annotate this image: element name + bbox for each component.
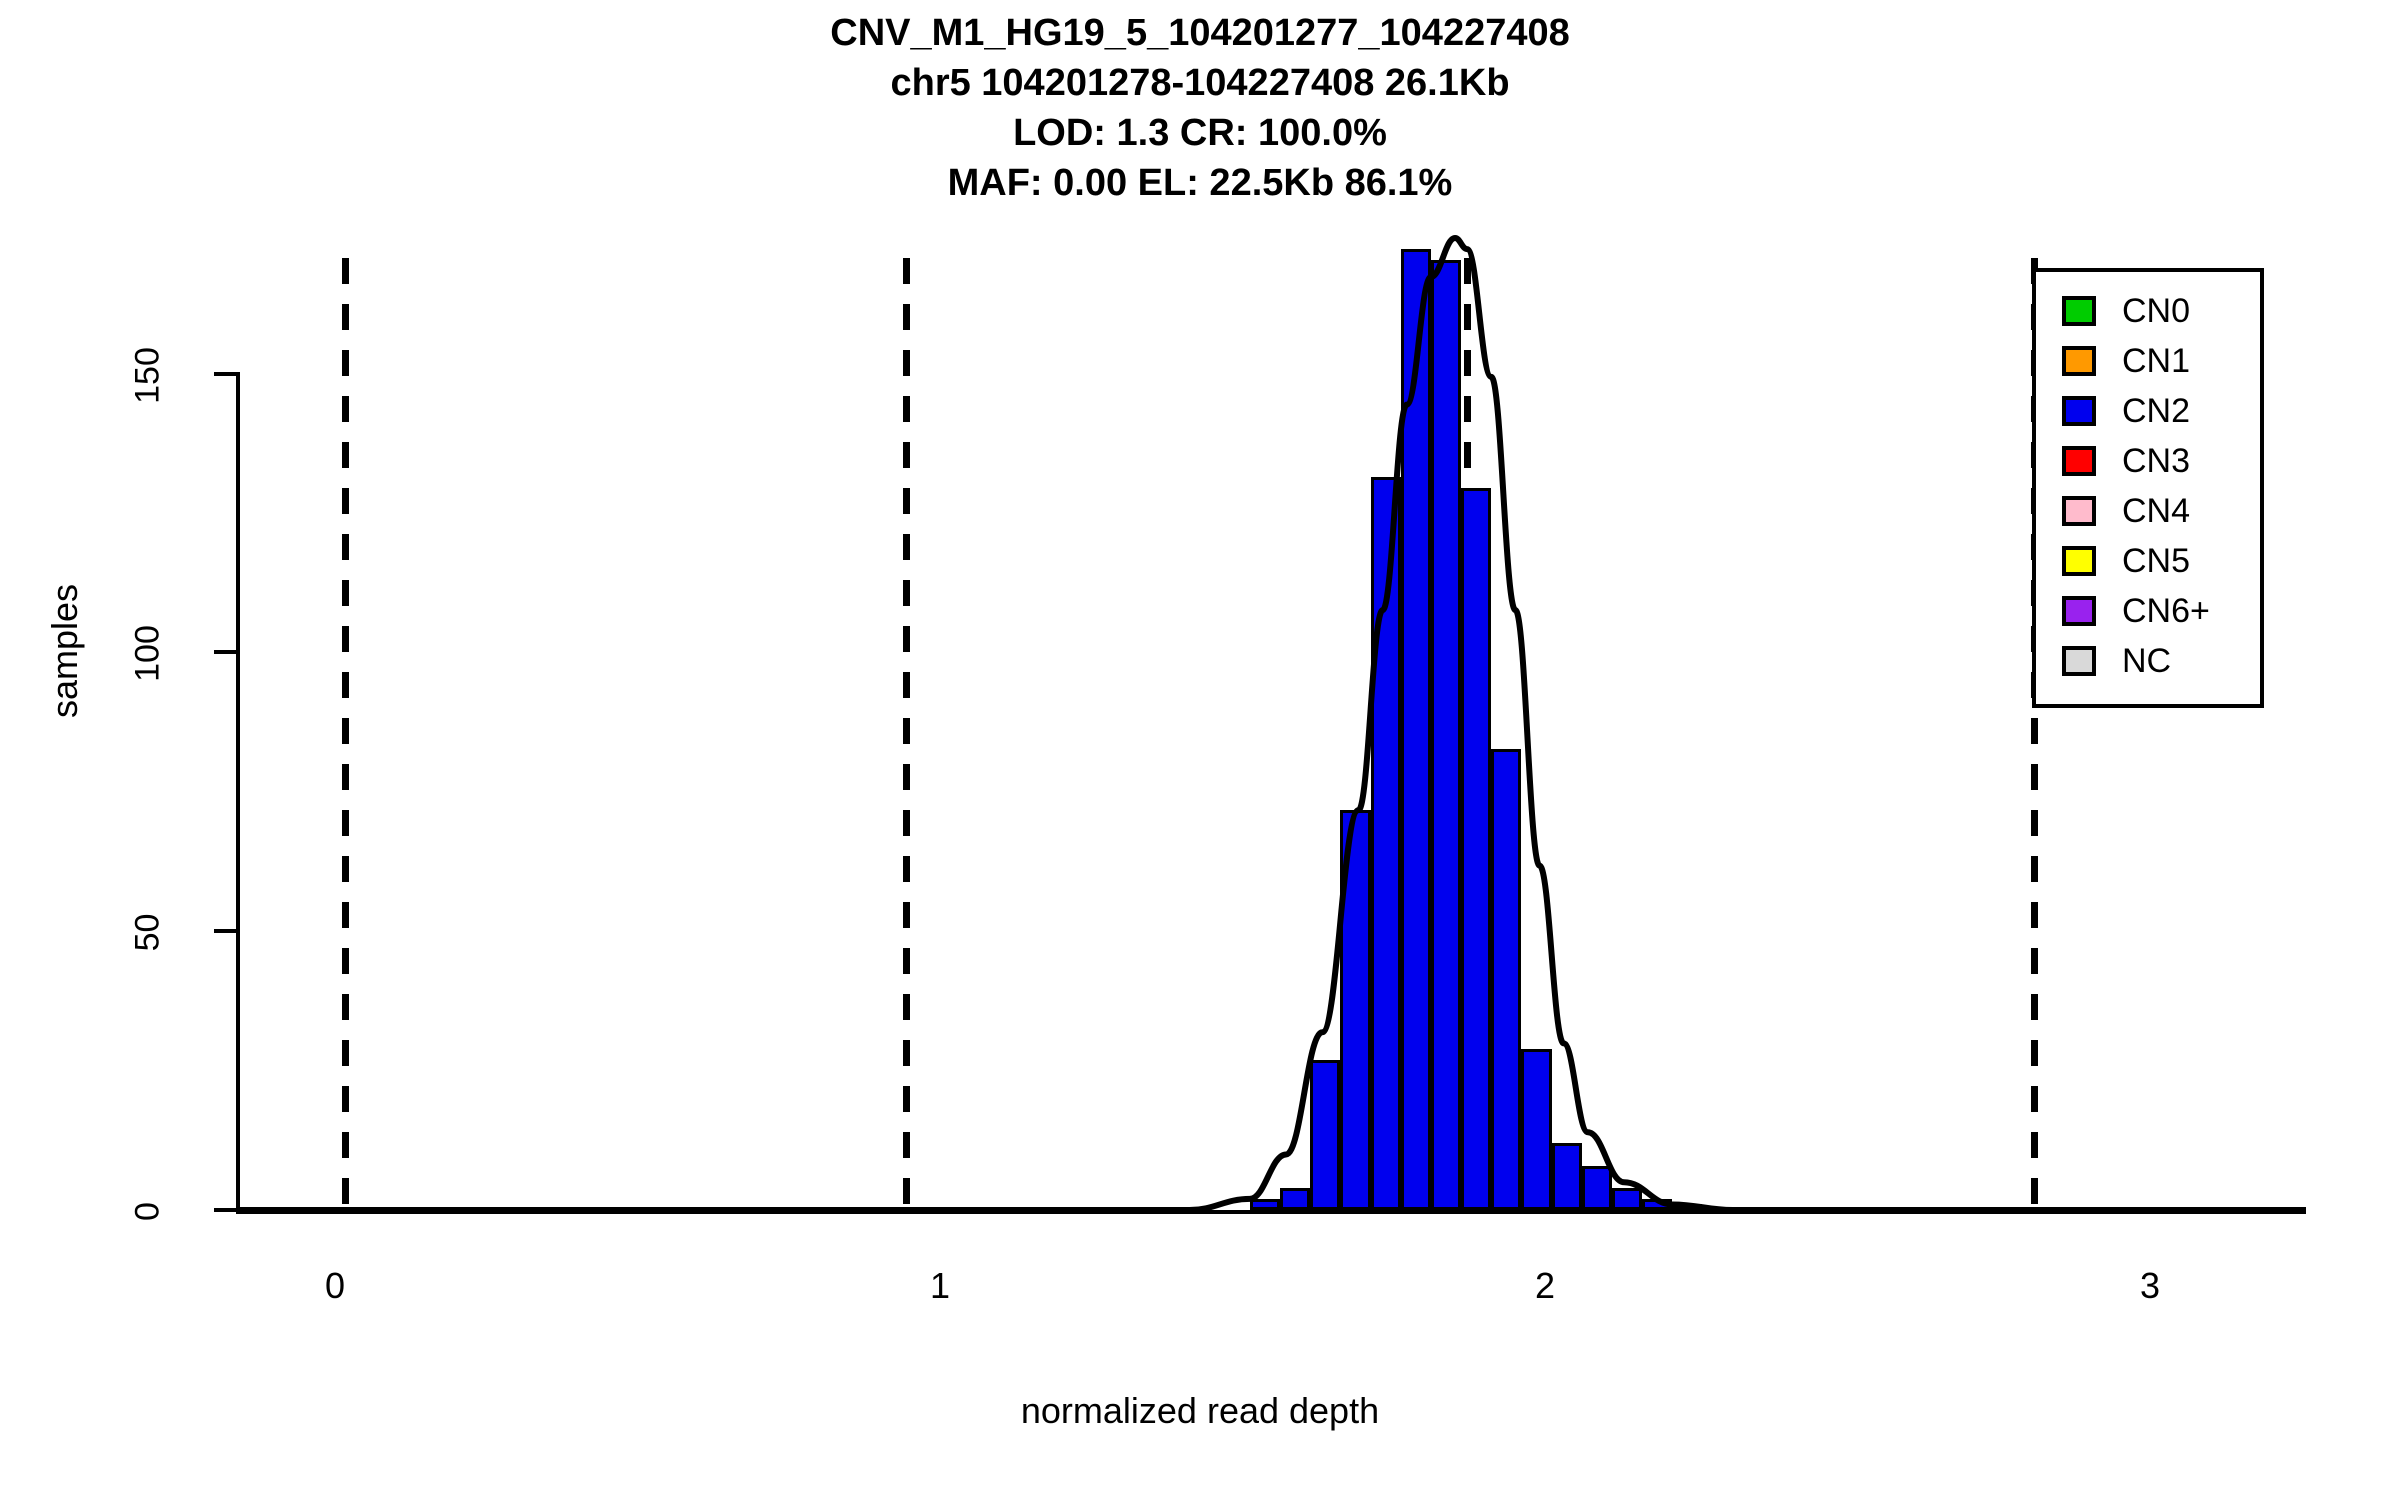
x-tick-label-2: 2 xyxy=(1534,1265,1556,1306)
histogram-bar xyxy=(1642,1198,1673,1210)
legend-label: CN2 xyxy=(2122,392,2191,430)
histogram-bar xyxy=(1280,1187,1311,1210)
histogram-bar xyxy=(1249,1198,1281,1210)
x-axis-title: normalized read depth xyxy=(1020,1390,1380,1431)
y-axis-line xyxy=(236,372,240,1212)
legend-swatch-icon xyxy=(2062,296,2096,326)
y-tick-label-100: 100 xyxy=(128,625,167,682)
y-tick-50 xyxy=(214,929,236,933)
legend-swatch-icon xyxy=(2062,546,2096,576)
legend-item-cn5[interactable]: CN5 xyxy=(2062,544,2190,578)
histogram-bar xyxy=(1551,1143,1582,1210)
legend-label: CN3 xyxy=(2122,442,2191,480)
y-tick-label-150: 150 xyxy=(128,347,167,404)
x-tick-label-0: 0 xyxy=(324,1265,346,1306)
chart-title-block: CNV_M1_HG19_5_104201277_104227408 chr5 1… xyxy=(0,8,2400,208)
title-line-4: MAF: 0.00 EL: 22.5Kb 86.1% xyxy=(947,162,1453,204)
legend-label: NC xyxy=(2122,642,2172,680)
legend-swatch-icon xyxy=(2062,646,2096,676)
legend-label: CN6+ xyxy=(2122,592,2210,630)
y-tick-label-0: 0 xyxy=(128,1202,167,1221)
reference-line-cn0 xyxy=(341,258,349,1210)
histogram-bar xyxy=(1491,748,1522,1210)
x-tick-label-1: 1 xyxy=(929,1265,951,1306)
histogram-bar xyxy=(1340,810,1371,1210)
legend-label: CN4 xyxy=(2122,492,2191,530)
histogram-bar xyxy=(1611,1187,1643,1210)
legend-label: CN0 xyxy=(2122,292,2191,330)
legend-item-nc[interactable]: NC xyxy=(2062,644,2171,678)
legend-swatch-icon xyxy=(2062,346,2096,376)
histogram-bar xyxy=(1461,487,1492,1210)
y-tick-0 xyxy=(214,1208,236,1212)
legend-item-cn6plus[interactable]: CN6+ xyxy=(2062,594,2210,628)
histogram-bar xyxy=(1581,1165,1612,1210)
legend-label: CN5 xyxy=(2122,542,2191,580)
legend-item-cn3[interactable]: CN3 xyxy=(2062,444,2190,478)
title-line-1: CNV_M1_HG19_5_104201277_104227408 xyxy=(830,12,1570,54)
histogram-bar xyxy=(1521,1048,1552,1210)
histogram-bar xyxy=(1430,260,1462,1210)
histogram-bar xyxy=(1672,1204,1703,1211)
legend-swatch-icon xyxy=(2062,446,2096,476)
legend-swatch-icon xyxy=(2062,496,2096,526)
y-axis-title: samples xyxy=(44,583,85,719)
legend-swatch-icon xyxy=(2062,396,2096,426)
histogram-bar xyxy=(1400,249,1431,1210)
legend-item-cn4[interactable]: CN4 xyxy=(2062,494,2190,528)
legend-item-cn1[interactable]: CN1 xyxy=(2062,344,2190,378)
title-line-2: chr5 104201278-104227408 26.1Kb xyxy=(890,62,1510,104)
y-tick-100 xyxy=(214,650,236,654)
legend-item-cn0[interactable]: CN0 xyxy=(2062,294,2190,328)
y-tick-150 xyxy=(214,372,236,376)
x-axis-line xyxy=(236,1210,2306,1214)
legend-label: CN1 xyxy=(2122,342,2191,380)
title-line-3: LOD: 1.3 CR: 100.0% xyxy=(1013,112,1387,154)
histogram-bar xyxy=(1370,476,1401,1210)
x-tick-label-3: 3 xyxy=(2139,1265,2161,1306)
reference-line-cn1 xyxy=(902,258,910,1210)
legend-swatch-icon xyxy=(2062,596,2096,626)
y-tick-label-50: 50 xyxy=(128,913,167,952)
legend-box: CN0 CN1 CN2 CN3 CN4 CN5 CN6+ NC xyxy=(2032,268,2264,708)
histogram-bar xyxy=(1310,1060,1341,1210)
legend-item-cn2[interactable]: CN2 xyxy=(2062,394,2190,428)
